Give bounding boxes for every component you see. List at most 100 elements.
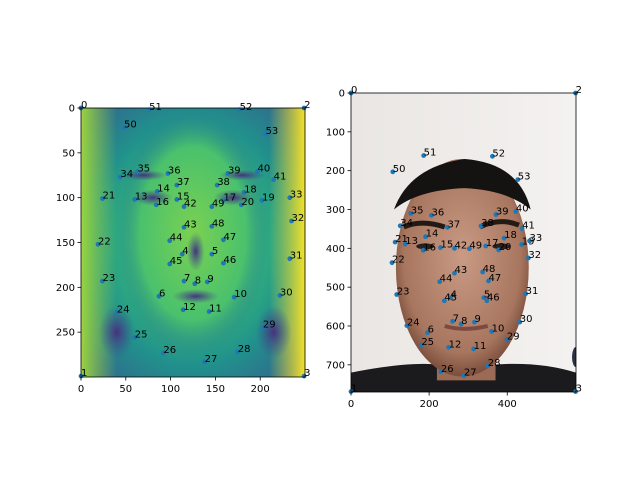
right-landmark-point-20 (496, 247, 502, 253)
left-landmark-label-16: 16 (156, 197, 169, 208)
left-landmark-point-19 (259, 197, 265, 203)
left-landmark-point-7 (181, 278, 187, 284)
right-landmarks: 0123456789101112131415161718192021222324… (348, 85, 582, 395)
right-landmark-label-21: 21 (395, 234, 408, 245)
right-landmark-point-16 (420, 247, 426, 253)
right-landmark-point-37 (445, 224, 450, 230)
right-landmark-point-19 (519, 242, 525, 247)
left-landmark-point-21 (100, 196, 105, 201)
right-landmark-label-12: 12 (449, 339, 462, 350)
right-landmark-label-6: 6 (428, 325, 434, 336)
right-landmark-label-43: 43 (455, 265, 468, 276)
left-landmark-label-12: 12 (183, 302, 196, 313)
right-landmark-point-43 (452, 270, 457, 276)
right-landmark-point-45 (441, 298, 447, 304)
right-x-tick-label: 200 (420, 399, 439, 410)
left-landmark-label-3: 3 (304, 368, 310, 379)
right-landmark-point-41 (519, 226, 525, 231)
left-landmark-label-42: 42 (184, 199, 197, 210)
right-landmark-label-8: 8 (461, 316, 467, 327)
right-y-tick-label: 200 (326, 166, 345, 177)
left-landmark-label-24: 24 (117, 304, 130, 315)
right-landmark-point-49 (466, 246, 472, 252)
left-landmark-label-45: 45 (170, 256, 183, 267)
right-landmark-label-40: 40 (516, 203, 529, 214)
left-landmark-point-48 (209, 223, 215, 229)
right-landmark-label-27: 27 (464, 368, 477, 379)
right-landmark-label-48: 48 (483, 264, 496, 275)
left-y-tick-label: 150 (56, 238, 75, 249)
left-landmark-label-20: 20 (241, 197, 254, 208)
right-landmark-label-0: 0 (351, 85, 357, 96)
left-landmark-point-12 (180, 307, 186, 313)
left-landmark-point-29 (260, 325, 266, 331)
right-landmark-label-28: 28 (488, 358, 501, 369)
left-landmark-label-43: 43 (184, 219, 197, 230)
right-landmark-label-37: 37 (447, 219, 460, 230)
left-landmark-point-32 (289, 218, 294, 224)
left-landmark-point-10 (231, 294, 237, 300)
left-landmark-label-33: 33 (290, 190, 303, 201)
right-landmark-label-53: 53 (518, 172, 531, 183)
right-landmark-label-3: 3 (576, 384, 582, 395)
left-landmark-label-19: 19 (262, 192, 275, 203)
right-landmark-point-24 (404, 323, 410, 328)
left-landmark-point-36 (165, 171, 171, 176)
left-landmark-label-52: 52 (240, 102, 253, 113)
right-landmark-point-7 (450, 318, 455, 324)
right-landmark-point-26 (438, 369, 444, 375)
left-y-tick-label: 100 (56, 193, 75, 204)
right-landmark-point-13 (402, 241, 408, 247)
left-landmark-point-42 (181, 204, 187, 210)
left-landmark-label-39: 39 (228, 165, 241, 176)
left-landmark-point-27 (202, 359, 208, 365)
right-landmark-label-25: 25 (421, 337, 434, 348)
left-landmark-label-41: 41 (274, 172, 287, 183)
right-landmark-label-11: 11 (474, 341, 487, 352)
left-landmark-label-28: 28 (238, 344, 251, 355)
right-landmark-point-39 (493, 212, 499, 217)
left-landmark-label-49: 49 (212, 199, 225, 210)
left-landmark-point-4 (179, 251, 185, 257)
left-y-tick-label: 250 (56, 328, 75, 339)
left-landmark-label-15: 15 (177, 191, 190, 202)
right-landmark-point-47 (486, 278, 491, 284)
right-landmark-point-6 (425, 330, 430, 335)
right-landmark-label-14: 14 (426, 229, 439, 240)
right-landmark-point-21 (392, 239, 398, 245)
right-landmark-label-51: 51 (424, 148, 437, 159)
right-landmark-point-29 (504, 337, 510, 342)
left-landmark-point-15 (174, 197, 180, 202)
right-landmark-point-22 (389, 260, 395, 266)
right-landmark-point-50 (390, 169, 396, 175)
left-landmark-label-37: 37 (177, 177, 190, 188)
right-landmark-point-5 (481, 295, 487, 301)
left-landmark-label-35: 35 (137, 164, 150, 175)
right-landmark-label-52: 52 (492, 148, 505, 159)
right-landmark-point-10 (489, 329, 495, 334)
left-landmark-label-23: 23 (103, 273, 116, 284)
right-y-tick-label: 700 (326, 360, 345, 371)
left-y-tick-label: 50 (62, 148, 75, 159)
right-landmark-point-33 (527, 238, 532, 244)
left-landmark-point-53 (263, 131, 268, 137)
left-landmark-point-5 (209, 251, 215, 257)
right-landmark-label-44: 44 (440, 274, 453, 285)
right-landmark-label-4: 4 (451, 290, 457, 301)
left-landmark-label-6: 6 (159, 288, 165, 299)
left-landmark-label-36: 36 (168, 165, 181, 176)
left-landmark-label-18: 18 (244, 184, 257, 195)
left-landmark-point-51 (146, 107, 152, 113)
left-x-tick-label: 50 (119, 384, 132, 395)
left-y-tick-label: 200 (56, 283, 75, 294)
left-landmark-point-9 (204, 279, 210, 285)
right-landmark-point-8 (458, 321, 464, 327)
left-landmark-point-45 (167, 261, 173, 267)
right-landmark-point-38 (478, 223, 484, 229)
right-landmark-label-35: 35 (411, 205, 424, 216)
left-landmark-point-37 (174, 182, 180, 188)
right-landmark-label-36: 36 (431, 207, 444, 218)
right-landmark-label-41: 41 (522, 221, 535, 232)
left-landmark-point-11 (206, 309, 212, 314)
